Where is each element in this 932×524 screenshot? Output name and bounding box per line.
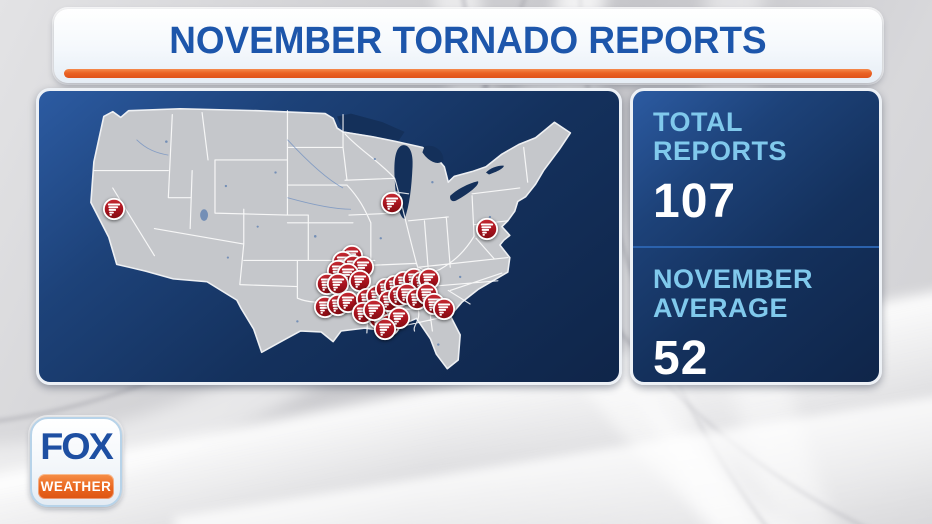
tornado-marker: [348, 269, 371, 293]
tornado-map-panel: [36, 88, 622, 385]
tornado-marker: [388, 307, 411, 330]
tornado-marker: [103, 197, 126, 220]
fox-weather-logo: FOX WEATHER: [30, 417, 122, 507]
stat-label: NOVEMBER AVERAGE: [653, 263, 814, 323]
tornado-marker: [326, 272, 349, 295]
tornado-marker: [381, 191, 404, 214]
tornado-marker: [476, 218, 499, 241]
title-accent-bar: [64, 69, 872, 78]
fox-logo-text: FOX: [40, 426, 114, 467]
stats-divider: [633, 245, 879, 248]
stat-value: 52: [653, 331, 709, 385]
tornado-marker: [363, 299, 386, 322]
fox-logo-weather-band: WEATHER: [38, 474, 114, 499]
stat-total-reports: TOTAL REPORTS 107: [633, 91, 879, 246]
stat-label: TOTAL REPORTS: [653, 107, 788, 166]
stats-panel: TOTAL REPORTS 107 NOVEMBER AVERAGE 52: [630, 88, 882, 385]
tornado-marker: [432, 297, 455, 320]
tornado-marker: [373, 317, 396, 341]
stat-november-average: NOVEMBER AVERAGE 52: [633, 248, 879, 403]
title-bar: NOVEMBER TORNADO REPORTS: [54, 9, 882, 83]
stat-value: 107: [653, 174, 737, 228]
tornado-marker: [336, 290, 359, 313]
page-title: NOVEMBER TORNADO REPORTS: [169, 20, 767, 62]
fox-logo-sub-text: WEATHER: [40, 479, 112, 494]
map-rivers: [135, 139, 351, 210]
tornado-markers-layer: [39, 91, 619, 382]
